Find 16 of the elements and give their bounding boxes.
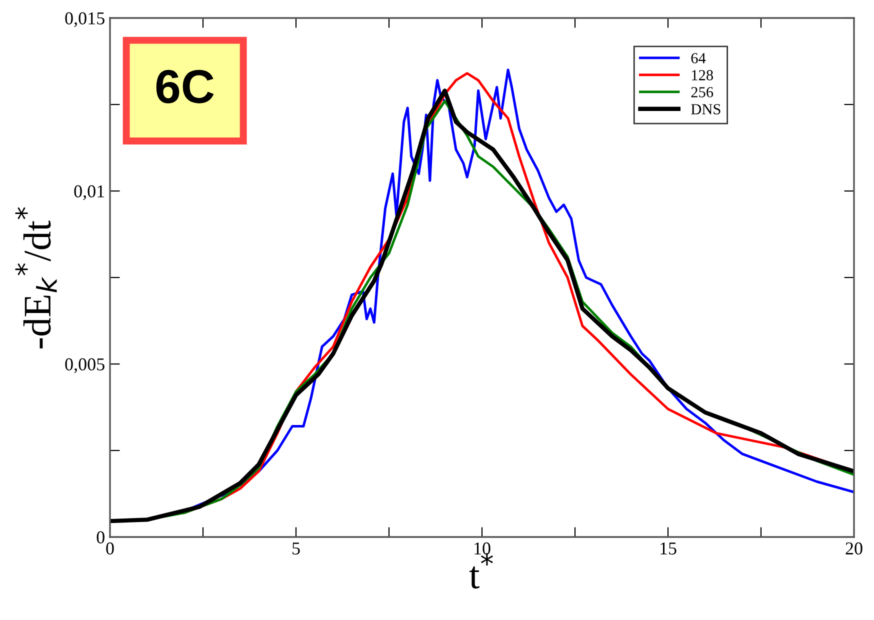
- annotation: 6C: [156, 70, 214, 104]
- legend-label: 256: [691, 87, 714, 98]
- y-tick-label: 0,005: [65, 358, 104, 374]
- legend-label: 64: [691, 53, 706, 64]
- y-tick-label: 0: [96, 531, 104, 544]
- legend-label: DNS: [691, 104, 720, 114]
- x-axis-title: t$^{*}$: [469, 553, 493, 589]
- x-tick-label: 5: [292, 542, 300, 555]
- y-tick-label: 0,015: [65, 12, 104, 28]
- y-axis-title: -dE$_{k}$$^{*}$/dt$^{*}$: [15, 207, 57, 348]
- legend-label: 128: [692, 70, 713, 80]
- x-tick-label: 10: [474, 542, 490, 555]
- x-tick-label: 15: [660, 542, 676, 555]
- y-tick-label: 0,01: [74, 185, 104, 200]
- x-tick-label: 20: [846, 542, 862, 555]
- x-tick-label: 0: [106, 542, 114, 555]
